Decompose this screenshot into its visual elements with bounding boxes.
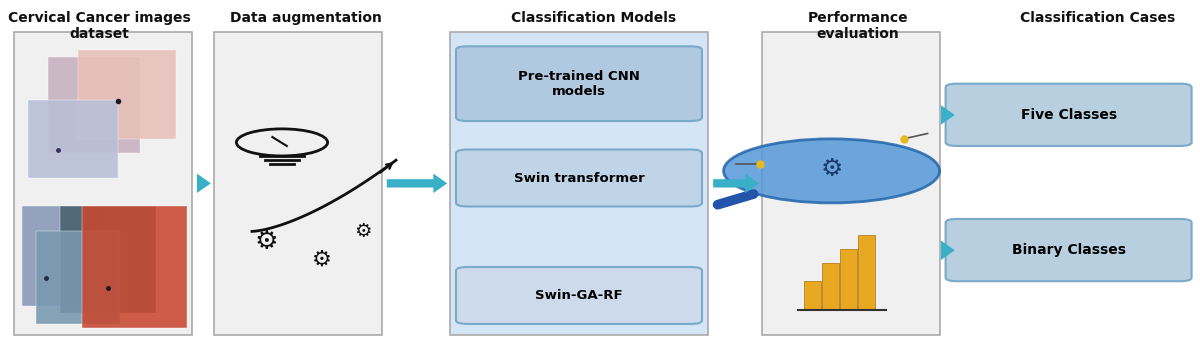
Text: Binary Classes: Binary Classes xyxy=(1012,243,1126,257)
Bar xyxy=(60,206,156,313)
FancyBboxPatch shape xyxy=(14,32,192,335)
Text: Classification Models: Classification Models xyxy=(511,11,677,25)
Text: Classification Cases: Classification Cases xyxy=(1020,11,1176,25)
Bar xyxy=(858,235,875,310)
FancyBboxPatch shape xyxy=(456,150,702,206)
Text: Pre-trained CNN
models: Pre-trained CNN models xyxy=(518,70,640,98)
FancyBboxPatch shape xyxy=(214,32,382,335)
Bar xyxy=(822,263,839,310)
FancyBboxPatch shape xyxy=(450,32,708,335)
Text: Swin transformer: Swin transformer xyxy=(514,172,644,184)
Text: Swin-GA-RF: Swin-GA-RF xyxy=(535,289,623,302)
FancyBboxPatch shape xyxy=(456,46,702,121)
Text: ⚙: ⚙ xyxy=(312,250,331,270)
FancyBboxPatch shape xyxy=(946,84,1192,146)
FancyBboxPatch shape xyxy=(946,219,1192,281)
Text: Five Classes: Five Classes xyxy=(1020,108,1117,122)
Bar xyxy=(840,249,857,310)
Bar xyxy=(22,206,103,306)
Bar xyxy=(804,281,821,310)
Text: ⚙: ⚙ xyxy=(354,222,371,241)
Text: Data augmentation: Data augmentation xyxy=(230,11,382,25)
Bar xyxy=(82,206,187,328)
FancyBboxPatch shape xyxy=(456,267,702,324)
Bar xyxy=(28,100,118,178)
Text: ⚙: ⚙ xyxy=(254,229,278,255)
Bar xyxy=(48,57,140,153)
Text: Cervical Cancer images
dataset: Cervical Cancer images dataset xyxy=(8,11,191,41)
Text: ⚙: ⚙ xyxy=(821,157,842,181)
Bar xyxy=(36,231,120,324)
FancyBboxPatch shape xyxy=(762,32,940,335)
Text: Performance
evaluation: Performance evaluation xyxy=(808,11,908,41)
Bar xyxy=(78,50,176,139)
Circle shape xyxy=(724,139,940,203)
